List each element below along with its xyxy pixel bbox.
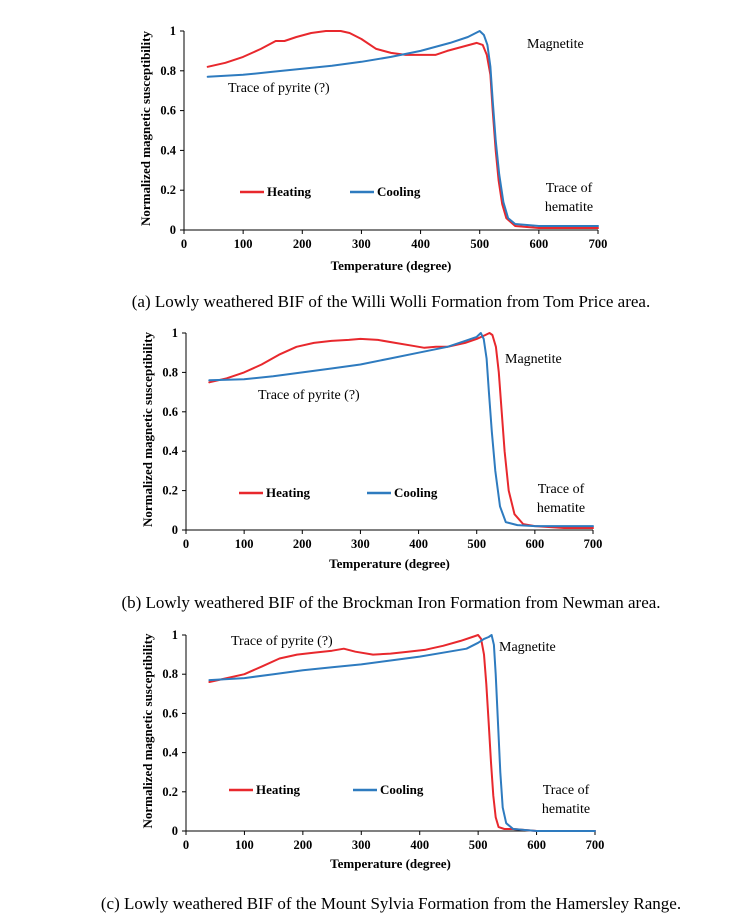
x-tick-label: 400 xyxy=(410,838,429,852)
y-axis-title: Normalized magnetic susceptibility xyxy=(140,332,155,527)
annotation: Magnetite xyxy=(527,37,584,52)
x-axis-title: Temperature (degree) xyxy=(329,556,450,571)
annotation: hematite xyxy=(542,802,590,817)
x-tick-label: 100 xyxy=(235,537,254,551)
annotation: Trace of xyxy=(538,482,585,497)
legend-label-heating: Heating xyxy=(267,184,312,199)
y-tick-label: 0.8 xyxy=(160,64,176,78)
x-tick-label: 200 xyxy=(293,838,312,852)
annotation: Trace of xyxy=(546,181,593,196)
y-tick-label: 0.4 xyxy=(162,444,178,458)
x-tick-label: 200 xyxy=(293,537,312,551)
series-line-heating xyxy=(208,634,596,832)
y-tick-label: 0.2 xyxy=(162,484,178,498)
x-tick-label: 700 xyxy=(589,237,608,251)
legend-label-cooling: Cooling xyxy=(377,184,421,199)
legend-label-cooling: Cooling xyxy=(380,782,424,797)
x-tick-label: 300 xyxy=(352,838,371,852)
chart-panel-b: 0 0.2 0.4 0.6 0.8 1 0 100 200 300 400 500 600 700 Temp… xyxy=(121,326,660,612)
x-tick-label: 100 xyxy=(234,237,253,251)
x-tick-label: 600 xyxy=(527,838,546,852)
x-tick-label: 300 xyxy=(352,237,371,251)
y-tick-label: 1 xyxy=(172,326,178,340)
y-tick-label: 0.4 xyxy=(160,143,176,157)
series-line-cooling xyxy=(208,634,596,832)
legend: Heating Cooling xyxy=(229,782,424,797)
chart-panel-a: 0 0.2 0.4 0.6 0.8 1 0 100 200 300 400 500 600 700 Temp… xyxy=(132,24,650,311)
legend-label-cooling: Cooling xyxy=(394,485,438,500)
y-tick-label: 0.2 xyxy=(162,785,178,799)
y-tick-label: 0.2 xyxy=(160,183,176,197)
series-line-cooling xyxy=(208,332,594,528)
y-tick-label: 1 xyxy=(172,628,178,642)
annotation: Trace of xyxy=(543,783,590,798)
x-tick-label: 600 xyxy=(525,537,544,551)
y-tick-label: 0.6 xyxy=(160,104,176,118)
y-axis-title: Normalized magnetic susceptibility xyxy=(138,31,153,226)
annotation: hematite xyxy=(537,501,585,516)
y-tick-label: 0.4 xyxy=(162,746,178,760)
y-tick-label: 0.6 xyxy=(162,405,178,419)
legend: Heating Cooling xyxy=(240,184,421,199)
y-axis-title: Normalized magnetic susceptibility xyxy=(140,633,155,828)
annotation: Magnetite xyxy=(505,352,562,367)
x-tick-label: 200 xyxy=(293,237,312,251)
x-axis-title: Temperature (degree) xyxy=(330,856,451,871)
y-tick-label: 0 xyxy=(170,223,176,237)
panel-caption: (b) Lowly weathered BIF of the Brockman … xyxy=(121,593,660,612)
x-tick-label: 500 xyxy=(469,838,488,852)
y-tick-label: 0.6 xyxy=(162,706,178,720)
x-tick-label: 400 xyxy=(409,537,428,551)
panel-caption: (a) Lowly weathered BIF of the Willi Wol… xyxy=(132,292,650,311)
x-tick-label: 300 xyxy=(351,537,370,551)
legend: Heating Cooling xyxy=(239,485,438,500)
annotation: Trace of pyrite (?) xyxy=(258,388,360,403)
annotation: Trace of pyrite (?) xyxy=(228,81,330,96)
y-tick-label: 1 xyxy=(170,24,176,38)
legend-label-heating: Heating xyxy=(256,782,301,797)
series-line-heating xyxy=(206,30,599,229)
x-tick-label: 100 xyxy=(235,838,254,852)
y-tick-label: 0.8 xyxy=(162,365,178,379)
y-tick-label: 0.8 xyxy=(162,667,178,681)
y-tick-label: 0 xyxy=(172,824,178,838)
x-tick-label: 400 xyxy=(411,237,430,251)
annotation: Magnetite xyxy=(499,640,556,655)
series-line-cooling xyxy=(206,30,599,227)
x-tick-label: 500 xyxy=(470,237,489,251)
x-tick-label: 0 xyxy=(181,237,187,251)
annotation: Trace of pyrite (?) xyxy=(231,634,333,649)
legend-label-heating: Heating xyxy=(266,485,311,500)
x-axis-title: Temperature (degree) xyxy=(331,258,452,273)
x-tick-label: 600 xyxy=(529,237,548,251)
annotation: hematite xyxy=(545,200,593,215)
y-tick-label: 0 xyxy=(172,523,178,537)
panel-caption: (c) Lowly weathered BIF of the Mount Syl… xyxy=(101,894,681,913)
x-tick-label: 700 xyxy=(586,838,605,852)
chart-panel-c: 0 0.2 0.4 0.6 0.8 1 0 100 200 300 400 500 600 700 Temp… xyxy=(101,628,681,913)
x-tick-label: 0 xyxy=(183,537,189,551)
x-tick-label: 700 xyxy=(584,537,603,551)
x-tick-label: 500 xyxy=(467,537,486,551)
x-tick-label: 0 xyxy=(183,838,189,852)
